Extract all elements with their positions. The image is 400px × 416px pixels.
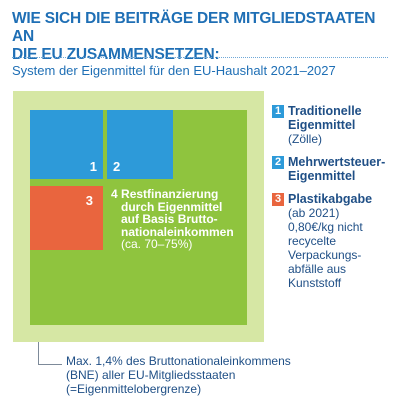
- legend-item-3: 3 Plastikabgabe (ab 2021) 0,80€/kg nicht…: [272, 192, 396, 290]
- footnote-line-1: Max. 1,4% des Bruttonationaleinkommens: [66, 354, 291, 368]
- legend-sub: 0,80€/kg nicht: [288, 220, 363, 234]
- footnote-line-2: (BNE) aller EU-Mitgliedsstaaten: [66, 368, 236, 382]
- legend-sub: Verpackungs-: [288, 248, 362, 262]
- legend-marker-3: 3: [272, 193, 284, 206]
- footnote-leader-line: [38, 342, 62, 365]
- legend: 1 Traditionelle Eigenmittel (Zölle) 2 Me…: [272, 104, 396, 299]
- rest-share: (ca. 70–75%): [121, 237, 193, 251]
- box-3-number: 3: [85, 193, 93, 208]
- legend-title: Traditionelle: [288, 104, 362, 118]
- legend-title: Mehrwertsteuer-: [288, 155, 386, 169]
- title-line-1: WIE SICH DIE BEITRÄGE DER MITGLIEDSTAATE…: [12, 10, 376, 45]
- page-title: WIE SICH DIE BEITRÄGE DER MITGLIEDSTAATE…: [12, 10, 392, 64]
- box-1-number: 1: [89, 159, 97, 174]
- footnote-line-3: (=Eigenmittelobergrenze): [66, 382, 202, 396]
- legend-title: Plastikabgabe: [288, 192, 373, 206]
- legend-item-1: 1 Traditionelle Eigenmittel (Zölle): [272, 104, 396, 146]
- ceiling-footnote: Max. 1,4% des Bruttonationaleinkommens (…: [66, 354, 386, 396]
- box-2-number: 2: [113, 159, 121, 174]
- legend-marker-1: 1: [272, 105, 284, 118]
- title-line-2: DIE EU ZUSAMMENSETZEN:: [12, 46, 220, 63]
- legend-sub: (Zölle): [288, 132, 323, 146]
- plastic-levy-box: 3: [30, 186, 103, 250]
- rest-number: 4: [111, 187, 118, 201]
- rest-line-1: Restfinanzierung: [121, 187, 219, 201]
- traditional-own-resources-box: 1: [30, 110, 103, 179]
- vat-own-resources-box: 2: [107, 110, 173, 179]
- legend-sub: Kunststoff: [288, 276, 342, 290]
- legend-title: Eigenmittel: [288, 169, 356, 183]
- legend-sub: abfälle aus: [288, 262, 347, 276]
- legend-marker-2: 2: [272, 156, 284, 169]
- legend-title: Eigenmittel: [288, 118, 356, 132]
- rest-line-3: auf Basis Brutto-: [121, 212, 218, 226]
- rest-line-2: durch Eigenmittel: [121, 199, 223, 214]
- legend-sub: (ab 2021): [288, 206, 340, 220]
- title-divider: [12, 57, 388, 58]
- rest-line-4: nationaleinkommen: [121, 224, 234, 239]
- legend-item-2: 2 Mehrwertsteuer- Eigenmittel: [272, 155, 396, 183]
- diagram-subtitle: System der Eigenmittel für den EU-Hausha…: [12, 63, 336, 78]
- legend-sub: recycelte: [288, 234, 337, 248]
- rest-financing-label: 4 Restfinanzierung durch Eigenmittel auf…: [111, 188, 251, 251]
